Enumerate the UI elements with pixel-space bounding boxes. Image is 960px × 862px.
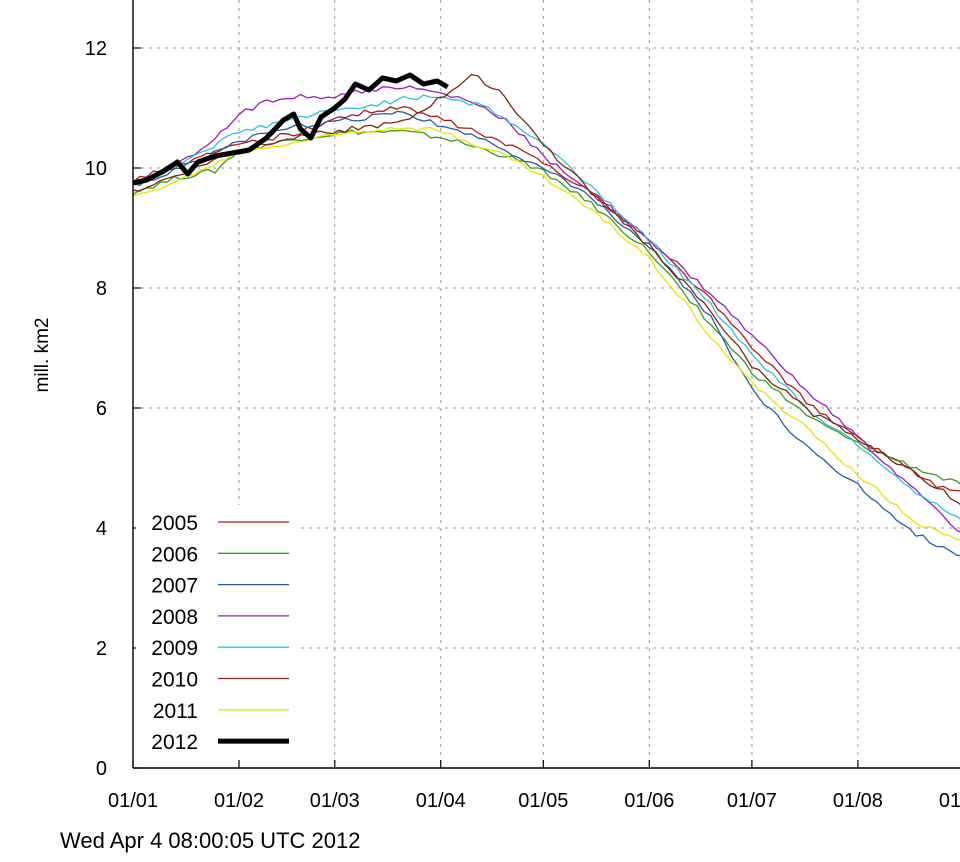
series-line-2012 <box>132 72 449 186</box>
y-tick-label: 4 <box>96 518 107 540</box>
series-lines <box>132 72 960 557</box>
x-tick-label: 01/08 <box>833 790 883 812</box>
legend-label: 2010 <box>151 669 198 692</box>
x-tick-label: 01/03 <box>310 790 360 812</box>
x-tick-label: 01/06 <box>624 790 674 812</box>
x-tick-label: 01/01 <box>108 790 158 812</box>
series-line-2011 <box>132 126 960 542</box>
y-tick-label: 10 <box>85 158 107 180</box>
y-tick-label: 2 <box>96 638 107 660</box>
series-line-2006 <box>132 129 960 485</box>
legend-label: 2012 <box>151 731 198 754</box>
y-axis-label: mill. km2 <box>32 318 53 393</box>
legend-label: 2009 <box>151 637 198 660</box>
legend-label: 2011 <box>153 700 198 723</box>
timestamp: Wed Apr 4 08:00:05 UTC 2012 <box>60 828 361 853</box>
series-line-2010 <box>132 73 960 505</box>
x-tick-label: 01/02 <box>214 790 264 812</box>
legend-background <box>136 505 301 757</box>
y-tick-label: 8 <box>96 278 107 300</box>
legend-label: 2006 <box>151 543 198 566</box>
x-tick-label: 01/04 <box>416 790 466 812</box>
legend-label: 2005 <box>151 512 198 535</box>
y-tick-label: 0 <box>96 758 107 780</box>
y-tick-label: 12 <box>85 38 107 60</box>
series-line-2005 <box>132 106 960 492</box>
legend-label: 2007 <box>151 575 198 598</box>
y-tick-label: 6 <box>96 398 107 420</box>
legend: 2005 2006 2007 2008 2009 2010 2011 2012 <box>136 505 301 757</box>
x-tick-label: 01/09 <box>939 790 960 812</box>
x-tick-label: 01/05 <box>518 790 568 812</box>
series-line-2008 <box>132 85 960 533</box>
tick-labels: 0 2 4 6 8 10 12 01/01 01/02 01/03 01/04 01/05 01/06 0… <box>85 38 960 812</box>
legend-label: 2008 <box>151 606 198 629</box>
x-tick-label: 01/07 <box>727 790 777 812</box>
series-line-2009 <box>132 94 960 520</box>
